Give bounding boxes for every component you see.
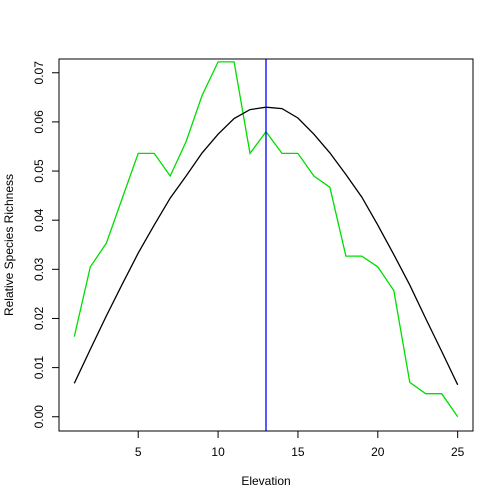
y-axis-label: Relative Species Richness — [2, 174, 16, 316]
y-tick-label: 0.06 — [32, 110, 46, 134]
axes: 5 10 15 20 25 0.00 0.01 0.02 0.03 0.04 0.05 0.06 0.0… — [32, 61, 465, 459]
x-tick-label: 15 — [291, 445, 305, 459]
x-tick-label: 10 — [211, 445, 225, 459]
y-tick-label: 0.07 — [32, 61, 46, 85]
plot-frame — [58, 58, 474, 432]
y-tick-label: 0.02 — [32, 306, 46, 330]
y-tick-label: 0.03 — [32, 257, 46, 281]
y-tick-label: 0.04 — [32, 208, 46, 232]
y-tick-label: 0.01 — [32, 356, 46, 380]
x-tick-label: 5 — [135, 445, 142, 459]
x-tick-label: 25 — [451, 445, 465, 459]
x-tick-label: 20 — [371, 445, 385, 459]
x-axis-label: Elevation — [241, 474, 290, 488]
y-tick-label: 0.05 — [32, 159, 46, 183]
plot-area — [73, 59, 459, 431]
y-tick-label: 0.00 — [32, 405, 46, 429]
